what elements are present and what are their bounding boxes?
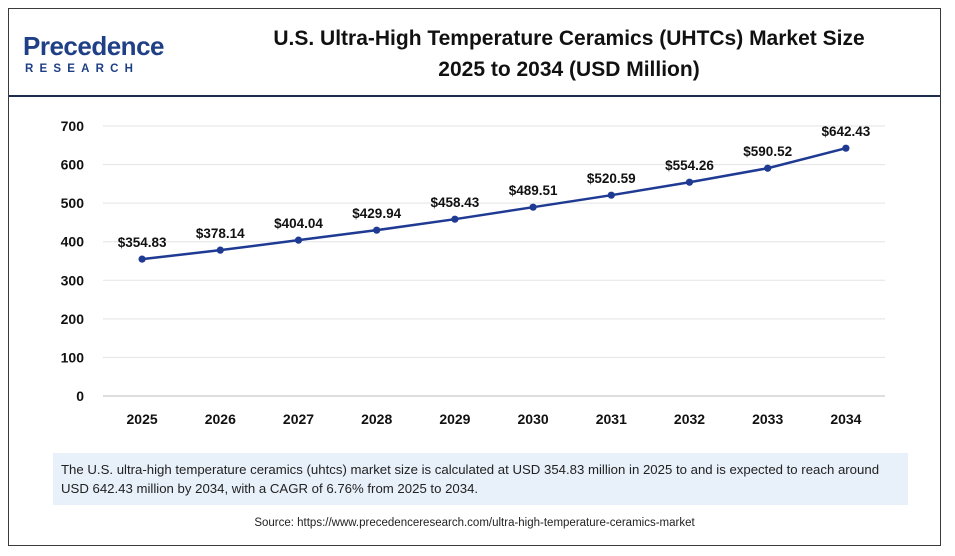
data-point	[451, 215, 459, 223]
data-point	[216, 246, 224, 254]
x-tick-label: 2027	[283, 411, 314, 427]
x-tick-label: 2030	[518, 411, 549, 427]
x-tick-label: 2033	[752, 411, 783, 427]
data-point	[373, 226, 381, 234]
source-note: Source: https://www.precedenceresearch.c…	[254, 517, 695, 529]
x-tick-label: 2026	[205, 411, 236, 427]
y-tick-label: 500	[61, 195, 85, 211]
chart-title-line-1: U.S. Ultra-High Temperature Ceramics (UH…	[273, 27, 865, 50]
chart-title-line-2: 2025 to 2034 (USD Million)	[438, 58, 700, 81]
data-label: $458.43	[430, 195, 479, 210]
data-point	[138, 255, 146, 263]
chart-frame: Precedence RESEARCH U.S. Ultra-High Temp…	[8, 8, 941, 546]
y-tick-label: 700	[61, 118, 85, 134]
y-tick-label: 400	[61, 234, 85, 250]
series-line	[141, 146, 847, 261]
data-label: $404.04	[274, 216, 323, 231]
data-point	[685, 178, 694, 186]
data-label: $520.59	[587, 171, 636, 186]
x-tick-label: 2028	[361, 411, 392, 427]
data-label: $489.51	[509, 183, 558, 198]
y-tick-label: 0	[76, 388, 84, 404]
data-point	[764, 164, 772, 172]
logo-main-text: Precedence	[23, 31, 164, 61]
data-point	[607, 191, 615, 199]
data-point	[294, 236, 303, 244]
y-tick-label: 100	[61, 349, 85, 365]
x-tick-label: 2025	[127, 411, 158, 427]
x-tick-label: 2032	[674, 411, 705, 427]
chart-caption: The U.S. ultra-high temperature ceramics…	[53, 453, 908, 505]
y-tick-label: 200	[61, 311, 85, 327]
data-point	[529, 203, 537, 211]
header: Precedence RESEARCH U.S. Ultra-High Temp…	[9, 9, 940, 97]
x-tick-label: 2029	[439, 411, 470, 427]
data-label: $642.43	[821, 124, 870, 139]
data-label: $429.94	[352, 206, 401, 221]
data-point	[842, 144, 850, 152]
x-tick-label: 2031	[596, 411, 627, 427]
precedence-logo: Precedence RESEARCH	[23, 31, 173, 81]
data-label: $554.26	[665, 158, 714, 173]
chart-title: U.S. Ultra-High Temperature Ceramics (UH…	[209, 23, 929, 85]
y-tick-label: 300	[61, 272, 85, 288]
data-label: $378.14	[196, 226, 245, 241]
y-tick-label: 600	[61, 157, 85, 173]
data-label: $354.83	[118, 235, 167, 250]
x-tick-label: 2034	[830, 411, 861, 427]
logo-sub-text: RESEARCH	[25, 63, 140, 75]
data-label: $590.52	[743, 144, 792, 159]
